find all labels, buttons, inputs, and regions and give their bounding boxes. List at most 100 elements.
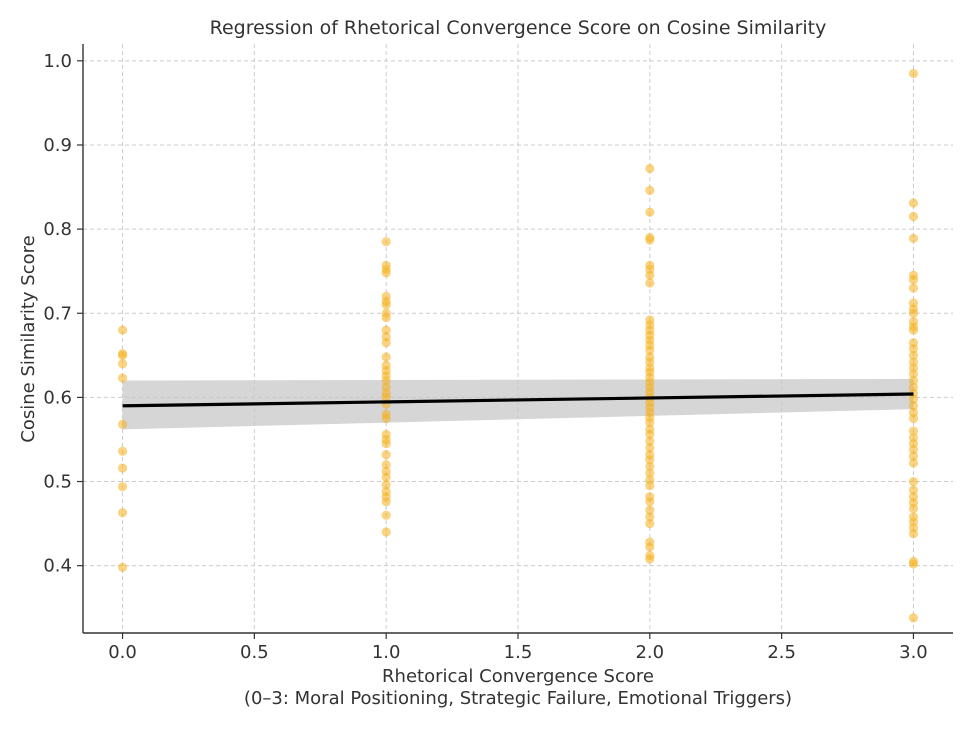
data-point-79 (645, 436, 655, 446)
data-point-108 (908, 325, 919, 335)
data-point-78 (645, 429, 655, 440)
data-point-110 (908, 343, 919, 354)
data-point-10 (117, 562, 128, 572)
data-point-119 (908, 401, 919, 411)
data-point-6 (117, 446, 128, 456)
chart-title: Regression of Rhetorical Convergence Sco… (210, 17, 827, 39)
data-point-111 (908, 350, 919, 360)
data-point-122 (908, 426, 919, 436)
scatter-points (117, 68, 919, 623)
y-tick-label-0: 0.4 (43, 556, 72, 577)
y-tick-label-5: 0.9 (43, 135, 72, 156)
regression-line (122, 392, 914, 408)
data-point-121 (908, 413, 919, 424)
data-point-22 (381, 338, 391, 348)
data-point-118 (908, 394, 919, 404)
data-point-125 (908, 444, 919, 455)
data-point-17 (381, 300, 391, 310)
data-point-33 (381, 413, 391, 424)
data-point-114 (908, 369, 919, 379)
data-point-76 (645, 418, 655, 428)
data-point-9 (117, 508, 128, 518)
data-point-115 (908, 375, 919, 386)
data-point-3 (117, 359, 128, 369)
data-point-23 (381, 352, 391, 362)
data-point-93 (645, 542, 655, 552)
x-tick-label-0: 0.0 (108, 642, 137, 663)
confidence-band (122, 378, 914, 430)
data-point-41 (381, 480, 391, 490)
data-point-80 (645, 443, 655, 453)
x-axis-sublabel: (0–3: Moral Positioning, Strategic Failu… (244, 688, 792, 709)
data-point-30 (381, 392, 391, 402)
data-point-99 (908, 233, 919, 243)
data-point-0 (117, 325, 128, 335)
y-tick-label-3: 0.7 (43, 303, 72, 324)
x-tick-label-4: 2.0 (635, 642, 664, 663)
y-axis-ticks: 0.4 0.5 0.6 0.7 0.8 0.9 1.0 (43, 51, 83, 577)
data-point-136 (908, 529, 919, 539)
y-tick-label-2: 0.6 (43, 387, 72, 408)
data-point-2 (117, 350, 128, 360)
data-point-91 (645, 519, 655, 529)
data-point-36 (381, 439, 391, 449)
data-point-101 (908, 275, 919, 285)
data-point-4 (117, 373, 128, 383)
y-tick-label-6: 1.0 (43, 51, 72, 72)
data-point-45 (381, 510, 391, 520)
data-point-139 (908, 613, 919, 623)
data-point-20 (381, 325, 391, 335)
data-point-132 (908, 503, 919, 514)
data-point-8 (117, 481, 128, 492)
data-point-38 (381, 460, 391, 470)
y-tick-label-4: 0.8 (43, 219, 72, 240)
data-point-127 (908, 458, 919, 468)
x-axis-label: Rhetorical Convergence Score (382, 666, 654, 687)
grid-lines (83, 44, 953, 633)
x-tick-label-2: 1.0 (372, 642, 401, 663)
data-point-46 (381, 527, 391, 537)
data-point-96 (908, 68, 919, 79)
data-point-86 (645, 481, 655, 491)
data-point-54 (645, 270, 655, 280)
data-point-129 (908, 485, 919, 495)
data-point-5 (117, 419, 128, 429)
confidence-band-layer (122, 378, 914, 430)
x-tick-label-6: 3.0 (899, 642, 928, 663)
data-point-97 (908, 198, 919, 208)
data-point-90 (645, 512, 655, 522)
data-point-82 (645, 455, 655, 465)
data-point-95 (645, 554, 655, 564)
data-point-19 (381, 312, 391, 323)
y-tick-label-1: 0.5 (43, 472, 72, 493)
data-point-83 (645, 461, 655, 471)
data-point-48 (645, 185, 655, 196)
regression-line-layer (122, 392, 914, 408)
y-axis-label: Cosine Similarity Score (18, 235, 39, 442)
data-point-37 (381, 450, 391, 460)
data-point-11 (381, 237, 391, 247)
x-tick-label-1: 0.5 (240, 642, 269, 663)
data-point-88 (645, 497, 655, 507)
data-point-128 (908, 476, 919, 487)
x-tick-label-3: 1.5 (504, 642, 533, 663)
data-point-40 (381, 472, 391, 482)
data-point-44 (381, 497, 391, 507)
data-point-98 (908, 211, 919, 222)
data-point-126 (908, 451, 919, 461)
data-point-14 (381, 268, 391, 278)
data-point-27 (381, 375, 391, 386)
data-point-138 (908, 559, 919, 569)
data-point-49 (645, 207, 655, 217)
data-point-84 (645, 468, 655, 478)
data-point-7 (117, 463, 128, 473)
data-point-55 (645, 278, 655, 288)
data-point-47 (645, 163, 655, 174)
x-axis-ticks: 0.0 0.5 1.0 1.5 2.0 2.5 3.0 (108, 633, 928, 663)
data-point-62 (645, 345, 655, 355)
data-point-89 (645, 505, 655, 515)
data-point-105 (908, 308, 919, 318)
x-tick-label-5: 2.5 (767, 642, 796, 663)
data-point-51 (645, 235, 655, 245)
data-point-102 (908, 283, 919, 293)
